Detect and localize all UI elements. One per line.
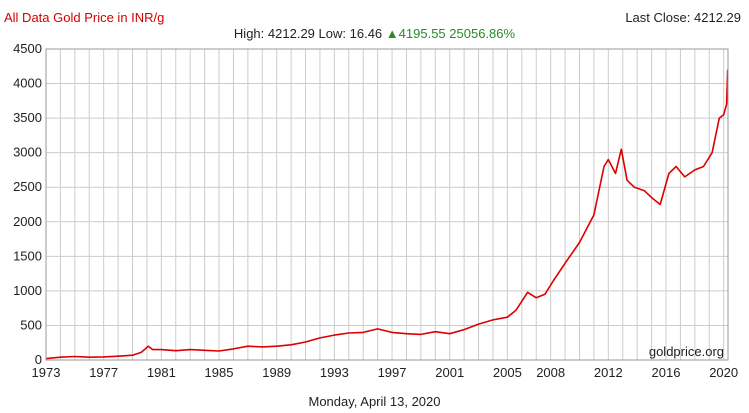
price-line bbox=[45, 69, 729, 360]
last-close-value: 4212.29 bbox=[694, 10, 741, 25]
x-tick-label: 2008 bbox=[536, 365, 565, 380]
x-tick-label: 2016 bbox=[652, 365, 681, 380]
y-tick-label: 3500 bbox=[13, 110, 42, 125]
y-tick-label: 0 bbox=[35, 352, 42, 367]
x-tick-label: 1993 bbox=[320, 365, 349, 380]
x-tick-label: 2012 bbox=[594, 365, 623, 380]
x-tick-label: 1977 bbox=[89, 365, 118, 380]
y-tick-label: 500 bbox=[20, 317, 42, 332]
y-tick-label: 3000 bbox=[13, 145, 42, 160]
y-tick-label: 4500 bbox=[13, 41, 42, 56]
y-tick-label: 4000 bbox=[13, 76, 42, 91]
high-label: High: bbox=[233, 26, 265, 41]
x-tick-label: 1997 bbox=[378, 365, 407, 380]
y-tick-label: 2500 bbox=[13, 179, 42, 194]
high-value: 4212.29 bbox=[267, 26, 315, 41]
x-tick-label: 1985 bbox=[205, 365, 234, 380]
x-tick-label: 1973 bbox=[32, 365, 61, 380]
date-caption: Monday, April 13, 2020 bbox=[308, 394, 441, 409]
change-value: 4195.55 bbox=[398, 26, 446, 41]
chart-title: All Data Gold Price in INR/g bbox=[4, 10, 165, 25]
low-value: 16.46 bbox=[349, 26, 383, 41]
watermark: goldprice.org bbox=[649, 344, 724, 359]
price-stats: High: 4212.29 Low: 16.46 ▲4195.55 25056.… bbox=[0, 26, 749, 41]
plot-border bbox=[45, 48, 729, 361]
plot-area bbox=[46, 49, 728, 360]
x-tick-label: 2001 bbox=[435, 365, 464, 380]
y-tick-label: 1500 bbox=[13, 248, 42, 263]
y-tick-label: 1000 bbox=[13, 283, 42, 298]
x-axis-ticks: 1973 1977 1981 1985 1989 1993 1997 2001 2005 2008… bbox=[32, 365, 739, 380]
last-close: Last Close: 4212.29 bbox=[625, 10, 741, 25]
x-tick-label: 2005 bbox=[493, 365, 522, 380]
change-up-icon: ▲ bbox=[385, 26, 399, 41]
last-close-label: Last Close: bbox=[625, 10, 691, 25]
x-tick-label: 1989 bbox=[262, 365, 291, 380]
y-axis-ticks: 0 500 1000 1500 2000 2500 3000 3500 4000 4500 bbox=[13, 41, 42, 367]
low-label: Low: bbox=[318, 26, 346, 41]
x-tick-label: 1981 bbox=[147, 365, 176, 380]
x-tick-label: 2020 bbox=[709, 365, 738, 380]
y-tick-label: 2000 bbox=[13, 214, 42, 229]
change-percent: 25056.86% bbox=[449, 26, 516, 41]
